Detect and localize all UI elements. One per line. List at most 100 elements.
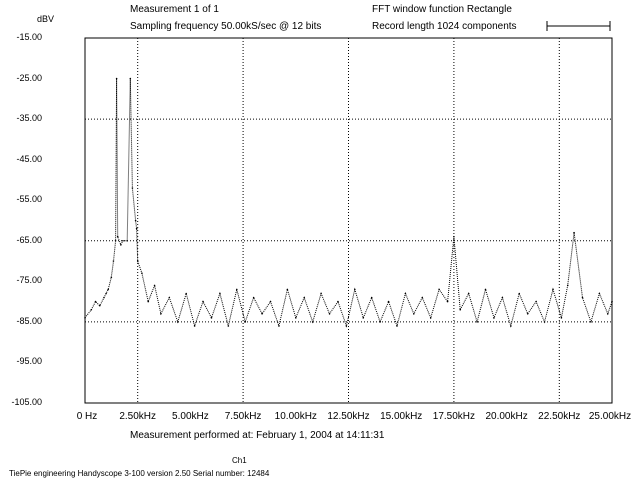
x-tick-label: 22.50kHz xyxy=(538,411,581,422)
data-point xyxy=(84,317,86,319)
x-tick-label: 25.00kHz xyxy=(588,411,632,422)
measurement-time-label: Measurement performed at: February 1, 20… xyxy=(130,430,385,441)
data-point xyxy=(354,288,356,291)
data-point xyxy=(413,312,415,315)
data-point xyxy=(269,300,272,303)
data-point xyxy=(141,272,143,275)
data-point xyxy=(168,296,171,299)
data-point xyxy=(501,296,504,299)
data-point xyxy=(573,231,575,234)
data-point xyxy=(560,317,563,319)
data-point xyxy=(98,304,101,307)
data-point xyxy=(252,296,255,299)
x-tick-label: 12.50kHz xyxy=(327,411,370,422)
data-point xyxy=(396,325,398,327)
data-point xyxy=(116,235,119,238)
sampling-frequency-label: Sampling frequency 50.00kS/sec @ 12 bits xyxy=(130,21,322,32)
x-tick-label: 10.00kHz xyxy=(274,411,317,422)
y-tick-label: -15.00 xyxy=(16,32,42,42)
x-tick-label: 0 Hz xyxy=(76,411,98,422)
record-length-bar xyxy=(546,21,611,31)
data-point xyxy=(438,288,440,291)
data-point xyxy=(345,325,348,327)
data-point xyxy=(404,292,407,295)
data-point xyxy=(379,321,381,323)
data-point xyxy=(611,300,613,303)
data-point xyxy=(176,321,179,323)
data-point xyxy=(566,284,569,287)
data-point xyxy=(126,239,128,242)
y-tick-label: -45.00 xyxy=(16,153,42,164)
measurement-label: Measurement 1 of 1 xyxy=(130,4,219,15)
data-point xyxy=(261,312,263,315)
data-point xyxy=(153,284,156,287)
data-point xyxy=(131,187,134,189)
data-point xyxy=(103,296,105,299)
series-line xyxy=(84,78,613,328)
x-tick-label: 5.00kHz xyxy=(172,411,209,422)
data-point xyxy=(552,288,554,291)
data-point xyxy=(122,239,124,242)
data-point xyxy=(590,321,592,323)
x-tick-label: 2.50kHz xyxy=(119,411,157,422)
data-point xyxy=(370,296,373,299)
y-tick-label: -35.00 xyxy=(16,113,42,124)
x-tick-label: 17.50kHz xyxy=(432,411,476,422)
data-point xyxy=(160,312,162,315)
channel-label: Ch1 xyxy=(232,456,247,465)
data-point xyxy=(94,300,97,303)
data-point xyxy=(459,308,462,311)
data-point xyxy=(278,325,280,327)
data-point xyxy=(484,288,487,291)
data-point xyxy=(453,235,455,238)
x-tick-label: 20.00kHz xyxy=(485,411,528,422)
data-point xyxy=(421,296,424,299)
data-point xyxy=(518,292,521,295)
data-point xyxy=(337,300,339,303)
data-point xyxy=(227,325,230,327)
data-point xyxy=(134,219,137,222)
data-point xyxy=(387,300,390,303)
data-point xyxy=(105,292,107,295)
data-point xyxy=(115,77,118,80)
data-point xyxy=(535,300,537,303)
data-point xyxy=(581,296,584,299)
data-point xyxy=(446,300,449,303)
data-point xyxy=(185,292,187,295)
data-point xyxy=(120,244,122,246)
data-point xyxy=(147,300,150,303)
data-point xyxy=(606,312,609,315)
data-point xyxy=(110,276,113,279)
data-point xyxy=(286,288,289,291)
data-point xyxy=(129,77,132,80)
y-tick-label: -75.00 xyxy=(16,275,42,286)
data-point xyxy=(467,292,470,295)
data-point xyxy=(429,317,432,319)
data-point xyxy=(320,292,322,295)
data-point xyxy=(295,317,297,319)
y-tick-label: -95.00 xyxy=(16,356,42,367)
x-tick-label: 7.50kHz xyxy=(224,411,262,422)
x-tick-label: 15.00kHz xyxy=(380,411,423,422)
data-point xyxy=(219,292,221,295)
instrument-info-label: TiePie engineering Handyscope 3-100 vers… xyxy=(9,469,270,478)
data-point xyxy=(244,321,247,323)
data-point xyxy=(135,227,138,230)
data-point xyxy=(112,260,115,262)
y-tick-label: -65.00 xyxy=(16,234,42,245)
y-unit-label: dBV xyxy=(37,14,55,24)
data-point xyxy=(136,260,139,262)
y-tick-label: -85.00 xyxy=(16,315,42,326)
data-point xyxy=(114,239,117,242)
data-point xyxy=(235,288,238,291)
y-tick-label: -105.00 xyxy=(11,397,42,407)
data-point xyxy=(493,317,495,319)
y-tick-label: -25.00 xyxy=(16,72,42,83)
data-point xyxy=(526,312,529,315)
data-point xyxy=(598,292,601,295)
data-point xyxy=(510,325,512,327)
data-point xyxy=(202,300,204,303)
data-point xyxy=(362,317,365,319)
data-point xyxy=(476,321,478,323)
